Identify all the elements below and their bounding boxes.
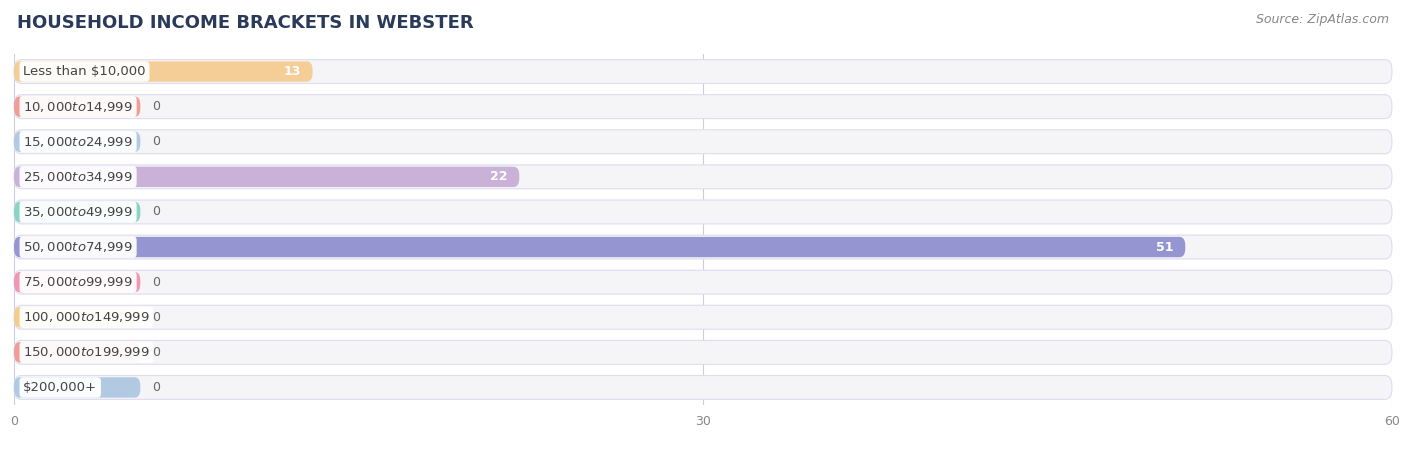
FancyBboxPatch shape (14, 130, 1392, 154)
FancyBboxPatch shape (14, 202, 141, 222)
Text: 0: 0 (152, 206, 160, 218)
Text: 0: 0 (152, 276, 160, 288)
Text: $10,000 to $14,999: $10,000 to $14,999 (24, 99, 134, 114)
Text: 0: 0 (152, 346, 160, 359)
FancyBboxPatch shape (14, 342, 141, 363)
FancyBboxPatch shape (14, 94, 1392, 119)
FancyBboxPatch shape (14, 375, 1392, 400)
FancyBboxPatch shape (14, 270, 1392, 294)
FancyBboxPatch shape (14, 235, 1392, 259)
Text: 51: 51 (1156, 241, 1174, 253)
FancyBboxPatch shape (14, 307, 141, 328)
Text: 13: 13 (284, 65, 301, 78)
FancyBboxPatch shape (14, 340, 1392, 364)
FancyBboxPatch shape (14, 131, 141, 152)
FancyBboxPatch shape (14, 166, 519, 187)
Text: $200,000+: $200,000+ (24, 381, 97, 394)
Text: 0: 0 (152, 381, 160, 394)
Text: Less than $10,000: Less than $10,000 (24, 65, 146, 78)
FancyBboxPatch shape (14, 377, 141, 398)
FancyBboxPatch shape (14, 272, 141, 292)
FancyBboxPatch shape (14, 165, 1392, 189)
Text: 0: 0 (152, 100, 160, 113)
Text: $150,000 to $199,999: $150,000 to $199,999 (24, 345, 150, 360)
Text: $50,000 to $74,999: $50,000 to $74,999 (24, 240, 134, 254)
Text: Source: ZipAtlas.com: Source: ZipAtlas.com (1256, 14, 1389, 27)
FancyBboxPatch shape (14, 96, 141, 117)
Text: 22: 22 (491, 171, 508, 183)
Text: $35,000 to $49,999: $35,000 to $49,999 (24, 205, 134, 219)
Text: 0: 0 (152, 311, 160, 324)
FancyBboxPatch shape (14, 200, 1392, 224)
FancyBboxPatch shape (14, 61, 312, 82)
Text: $25,000 to $34,999: $25,000 to $34,999 (24, 170, 134, 184)
FancyBboxPatch shape (14, 59, 1392, 84)
FancyBboxPatch shape (14, 305, 1392, 329)
FancyBboxPatch shape (14, 237, 1185, 257)
Text: $15,000 to $24,999: $15,000 to $24,999 (24, 135, 134, 149)
Text: $100,000 to $149,999: $100,000 to $149,999 (24, 310, 150, 324)
Text: HOUSEHOLD INCOME BRACKETS IN WEBSTER: HOUSEHOLD INCOME BRACKETS IN WEBSTER (17, 14, 474, 32)
Text: 0: 0 (152, 135, 160, 148)
Text: $75,000 to $99,999: $75,000 to $99,999 (24, 275, 134, 289)
